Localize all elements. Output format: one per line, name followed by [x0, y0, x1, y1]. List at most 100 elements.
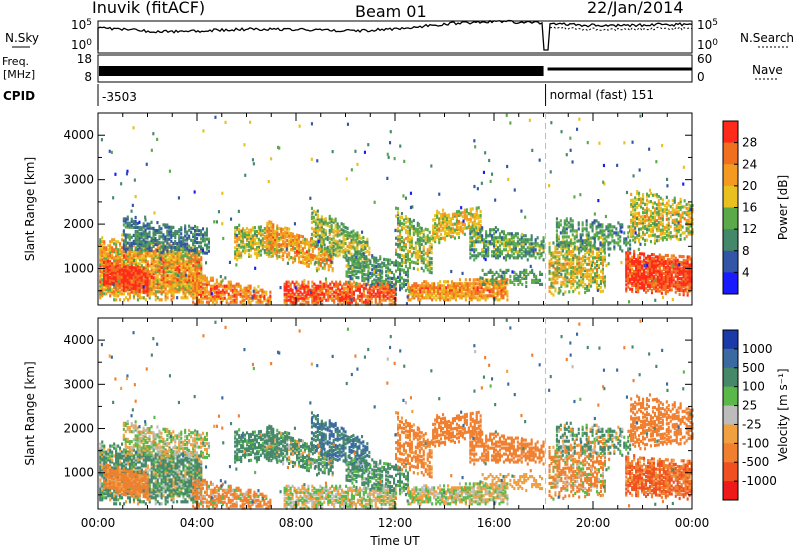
data-point	[109, 284, 112, 288]
data-point	[442, 218, 445, 222]
data-point	[190, 256, 193, 260]
data-point	[404, 288, 407, 293]
data-point	[190, 278, 193, 282]
data-point	[374, 286, 377, 290]
data-point	[464, 284, 467, 288]
data-point	[515, 276, 518, 280]
data-point	[481, 282, 484, 286]
data-point	[99, 254, 102, 258]
data-point	[266, 237, 269, 241]
data-point	[105, 246, 108, 250]
data-point	[280, 243, 283, 247]
data-point	[266, 235, 269, 239]
data-point	[448, 215, 451, 219]
data-point	[380, 284, 383, 288]
data-point	[113, 248, 116, 252]
data-point	[194, 236, 197, 241]
data-point	[548, 289, 551, 293]
data-point	[242, 233, 245, 237]
data-point	[502, 230, 505, 234]
data-point	[104, 261, 107, 265]
data-point	[556, 247, 559, 251]
data-point	[522, 240, 525, 244]
data-point	[160, 284, 163, 288]
data-point	[120, 268, 123, 272]
data-point	[359, 270, 362, 274]
data-point	[166, 296, 169, 300]
data-point	[124, 221, 127, 225]
data-point	[568, 264, 571, 268]
data-point	[520, 256, 523, 260]
data-point	[404, 278, 407, 283]
data-point	[440, 215, 443, 219]
data-point	[425, 294, 428, 298]
data-point	[408, 233, 411, 238]
data-point	[265, 252, 268, 256]
data-point	[310, 216, 313, 220]
data-point	[158, 278, 161, 282]
data-point	[397, 213, 400, 217]
data-point	[328, 218, 331, 222]
data-point	[518, 250, 521, 254]
data-point	[470, 286, 473, 290]
data-point	[317, 259, 320, 263]
data-point	[110, 280, 113, 284]
data-point	[552, 253, 555, 257]
data-point	[146, 232, 149, 236]
data-point	[180, 274, 183, 278]
data-point	[303, 290, 306, 294]
data-point	[480, 296, 483, 300]
data-point	[439, 288, 442, 292]
data-point	[350, 284, 353, 288]
data-point	[465, 214, 468, 218]
data-point	[376, 280, 379, 284]
data-point	[327, 288, 330, 292]
data-point	[288, 257, 291, 261]
data-point	[142, 226, 145, 230]
data-point	[369, 283, 372, 287]
data-point	[315, 298, 318, 302]
data-point	[190, 290, 193, 294]
data-point	[512, 236, 515, 240]
data-point	[292, 248, 295, 252]
data-point	[128, 254, 131, 258]
data-point	[152, 262, 155, 266]
data-point	[194, 240, 197, 245]
data-point	[261, 229, 264, 233]
data-point	[166, 225, 169, 229]
data-point	[373, 258, 376, 262]
data-point	[574, 267, 577, 271]
data-point	[321, 298, 324, 302]
data-point	[276, 256, 279, 260]
data-point	[148, 252, 151, 256]
data-point	[430, 235, 433, 239]
data-point	[343, 300, 346, 304]
data-point	[316, 215, 319, 219]
data-point	[397, 255, 400, 259]
data-point	[349, 296, 352, 300]
data-point	[101, 268, 104, 272]
data-point	[330, 227, 333, 231]
data-point	[397, 253, 400, 257]
data-point	[200, 272, 203, 276]
data-point	[257, 253, 260, 257]
data-point	[176, 290, 179, 294]
data-point	[442, 236, 445, 240]
data-point	[249, 292, 252, 296]
data-point	[487, 240, 490, 244]
data-point	[311, 257, 314, 261]
data-point	[466, 294, 469, 298]
data-point	[198, 268, 201, 272]
data-point	[138, 271, 141, 276]
data-point	[113, 260, 116, 264]
data-point	[196, 292, 199, 296]
data-point	[514, 256, 517, 260]
data-point	[253, 248, 256, 252]
data-point	[518, 242, 521, 246]
data-point	[289, 294, 292, 298]
data-point	[322, 218, 325, 222]
data-point	[552, 285, 555, 289]
data-point	[508, 248, 511, 252]
data-point	[154, 278, 157, 282]
data-point	[180, 244, 183, 248]
